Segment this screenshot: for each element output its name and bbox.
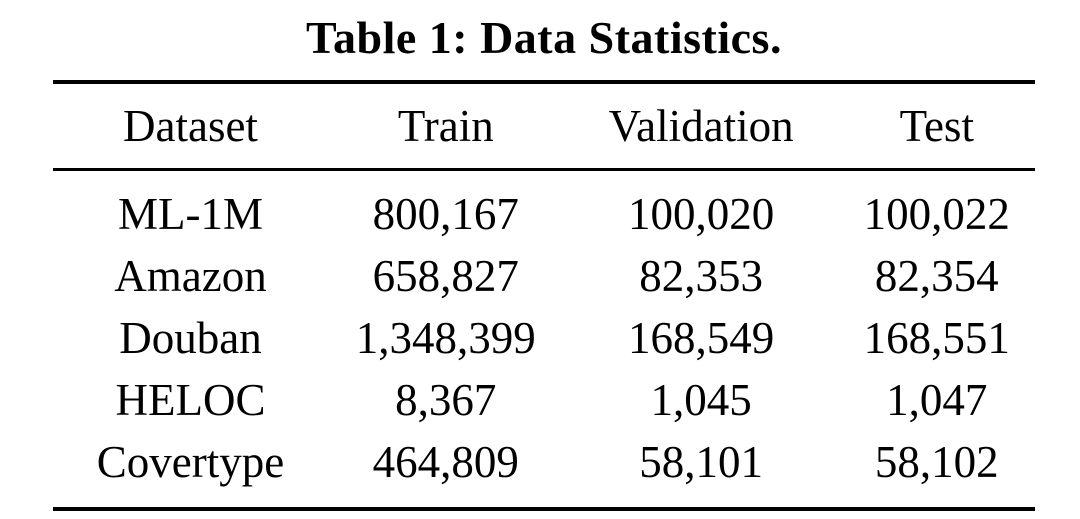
table-row-douban: Douban 1,348,399 168,549 168,551 <box>53 307 1035 369</box>
train-value-cell: 658,827 <box>372 251 519 301</box>
dataset-name-cell: Covertype <box>96 437 285 487</box>
dataset-name-cell: Amazon <box>114 251 267 301</box>
test-value-cell: 168,551 <box>863 313 1010 363</box>
column-header-train: Train <box>327 82 564 171</box>
test-value-cell: 58,102 <box>874 437 999 487</box>
train-value-cell: 464,809 <box>372 437 519 487</box>
column-header-validation: Validation <box>563 82 839 171</box>
header-row: Dataset Train Validation Test <box>53 82 1035 171</box>
table-row-amazon: Amazon 658,827 82,353 82,354 <box>53 245 1035 307</box>
table-header: Dataset Train Validation Test <box>53 82 1035 171</box>
train-value-cell: 800,167 <box>372 189 519 239</box>
dataset-name-cell: Douban <box>119 313 262 363</box>
validation-value-cell: 58,101 <box>639 437 763 487</box>
validation-value-cell: 82,353 <box>639 251 763 301</box>
dataset-name-cell: HELOC <box>115 375 266 425</box>
test-value-cell: 1,047 <box>886 375 988 425</box>
test-value-cell: 100,022 <box>863 189 1010 239</box>
column-header-dataset: Dataset <box>53 82 328 171</box>
table-row-covertype: Covertype 464,809 58,101 58,102 <box>53 431 1035 509</box>
validation-value-cell: 100,020 <box>627 189 775 239</box>
table-caption: Table 1: Data Statistics. <box>306 12 782 63</box>
validation-value-cell: 1,045 <box>650 375 752 425</box>
table-row-heloc: HELOC 8,367 1,045 1,047 <box>53 369 1035 431</box>
table-body: ML-1M 800,167 100,020 100,022 Amazon 658… <box>53 170 1035 510</box>
dataset-name-cell: ML-1M <box>117 189 263 239</box>
test-value-cell: 82,354 <box>874 251 999 301</box>
data-statistics-table: Dataset Train Validation Test ML-1M 800,… <box>53 80 1035 511</box>
train-value-cell: 8,367 <box>395 375 497 425</box>
train-value-cell: 1,348,399 <box>355 313 536 363</box>
column-header-test: Test <box>838 82 1035 171</box>
validation-value-cell: 168,549 <box>627 313 775 363</box>
table-row-ml-1m: ML-1M 800,167 100,020 100,022 <box>53 170 1035 246</box>
